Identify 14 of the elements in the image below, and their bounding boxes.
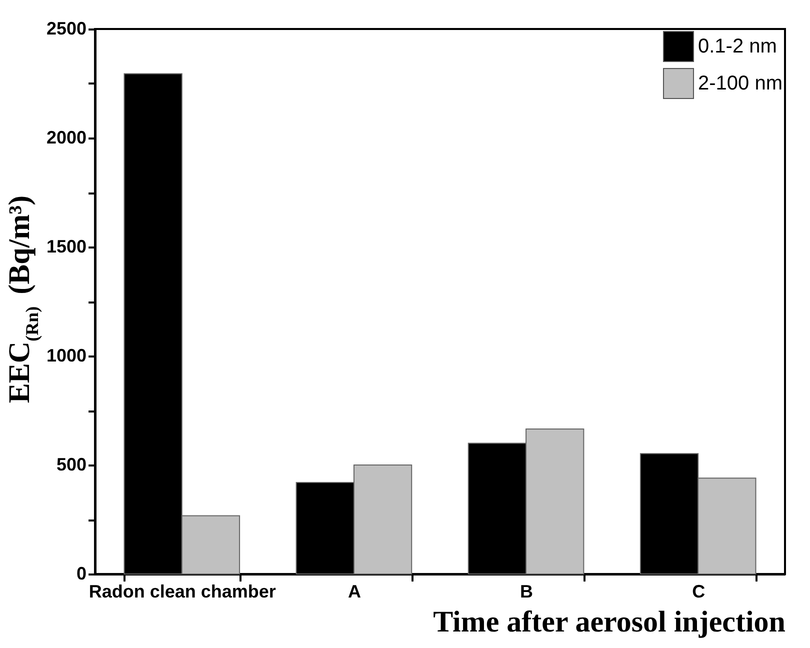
x-tick-label: A bbox=[348, 582, 361, 602]
y-tick-label: 2000 bbox=[46, 128, 86, 148]
y-tick-label: 0 bbox=[76, 564, 86, 584]
legend-label: 2-100 nm bbox=[698, 72, 782, 94]
y-tick-label: 500 bbox=[56, 454, 86, 474]
y-tick-label: 1500 bbox=[46, 236, 86, 256]
legend-label: 0.1-2 nm bbox=[698, 36, 777, 58]
x-tick-label: C bbox=[692, 582, 706, 602]
y-axis-title: EEC(Rn) (Bq/m³) bbox=[3, 195, 42, 404]
y-tick-label: 2500 bbox=[46, 18, 86, 38]
x-tick-label: Radon clean chamber bbox=[88, 582, 276, 602]
x-tick-label: B bbox=[520, 582, 534, 602]
y-tick-label: 1000 bbox=[46, 346, 86, 366]
x-axis-title: Time after aerosol injection bbox=[433, 606, 786, 638]
